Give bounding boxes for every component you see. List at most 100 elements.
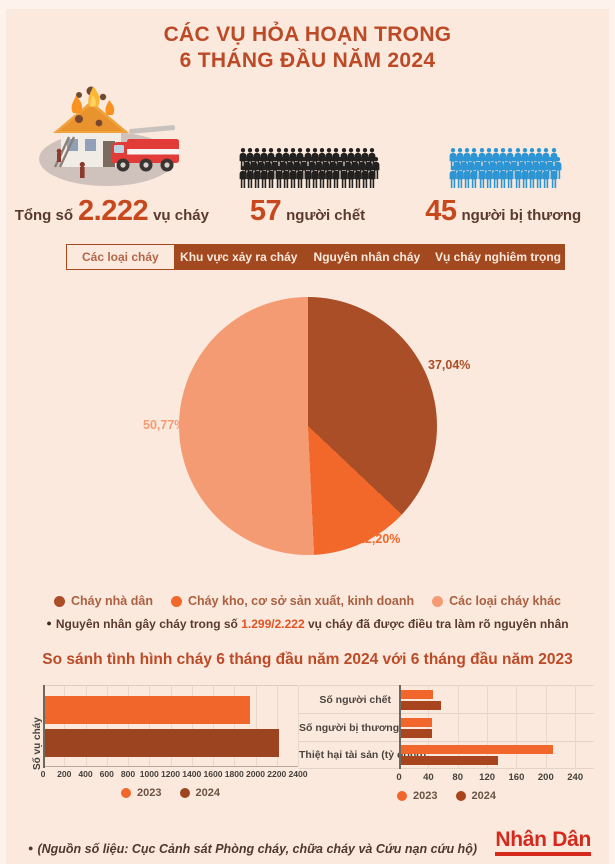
category-label: Số người chết <box>319 693 391 706</box>
gridline <box>487 685 489 769</box>
legend-dot <box>170 595 182 607</box>
axis-tick-label: 1000 <box>139 769 159 779</box>
bar-2024 <box>399 756 499 765</box>
person-icon <box>331 165 341 189</box>
person-icon <box>513 165 523 189</box>
category-label: Số người bị thương <box>299 721 400 734</box>
gridline <box>276 686 278 766</box>
deaths-value: 57 <box>249 195 282 227</box>
person-icon <box>360 165 370 189</box>
person-icon <box>492 166 500 188</box>
chart-legend-item: 2023 <box>397 790 438 802</box>
person-icon <box>505 165 515 189</box>
note-highlight: 1.299/2.222 <box>241 617 305 631</box>
person-icon <box>268 166 275 188</box>
pie-legend-item: Cháy kho, cơ sở sản xuất, kinh doanh <box>170 594 415 608</box>
gridline <box>545 685 547 769</box>
chart-row <box>43 686 298 757</box>
bar-2023 <box>399 717 433 727</box>
legend-label: 2024 <box>195 787 220 799</box>
person-icon <box>304 166 311 188</box>
person-icon <box>310 165 320 189</box>
person-icon <box>274 165 284 189</box>
fires-chart-legend: 2023 2024 <box>43 787 298 799</box>
person-icon <box>347 166 355 188</box>
pie-legend: Cháy nhà dân Cháy kho, cơ sở sản xuất, ki… <box>6 594 609 608</box>
casualty-chart-grid <box>399 685 584 769</box>
axis-tick-label: 2400 <box>288 769 308 779</box>
person-icon <box>470 166 478 188</box>
source-text: (Nguồn số liệu: Cục Cảnh sát Phòng cháy,… <box>37 842 477 856</box>
axis-tick-label: 400 <box>78 769 93 779</box>
title-line-1: CÁC VỤ HỎA HOẠN TRONG <box>163 23 452 46</box>
axis-tick-label: 40 <box>423 772 434 783</box>
person-icon <box>361 166 369 188</box>
legend-dot <box>54 595 65 607</box>
tab-vu-chay-nghiem-trong[interactable]: Vụ cháy nghiêm trọng <box>430 244 565 270</box>
person-icon <box>317 165 327 189</box>
injured-caption: 45 người bị thương <box>425 195 581 228</box>
gridline <box>149 686 151 766</box>
injured-label: người bị thương <box>461 207 582 224</box>
gridline <box>191 686 193 766</box>
nhan-dan-logo: Nhân Dân <box>495 829 591 856</box>
tab-nguyen-nhan-chay[interactable]: Nguyên nhân cháy <box>302 244 431 270</box>
chart-legend-item: 2023 <box>121 787 162 799</box>
person-icon <box>354 166 362 188</box>
legend-label: Cháy nhà dân <box>71 594 153 608</box>
person-icon <box>499 166 507 188</box>
bar-2024 <box>43 729 280 757</box>
person-icon <box>528 166 536 188</box>
tab-khu-vuc-xay-ra-chay[interactable]: Khu vực xảy ra cháy <box>174 244 303 270</box>
axis-tick-label: 1400 <box>182 769 202 779</box>
person-icon <box>521 166 529 188</box>
person-icon <box>541 165 551 189</box>
person-icon <box>275 166 283 188</box>
fires-bar-chart: Số vụ cháy 0 200 400 600 800 1000 1200 1400 1600… <box>28 685 308 802</box>
person-icon <box>311 166 319 188</box>
tab-cac-loai-chay[interactable]: Các loại cháy <box>66 244 175 270</box>
pie-chart <box>179 297 437 555</box>
person-icon <box>463 166 471 188</box>
pictogram-row <box>239 165 376 189</box>
bar-2024 <box>399 700 441 710</box>
person-icon <box>259 165 269 189</box>
person-icon <box>239 166 246 188</box>
axis-tick-label: 200 <box>57 769 72 779</box>
person-icon <box>549 165 559 189</box>
casualty-chart-rows: Số người chết Số người bị thương Thiệt hại… <box>299 685 594 769</box>
pie-label-chay-khac: 50,77% <box>143 418 186 432</box>
person-icon <box>238 165 248 189</box>
chart-legend-item: 2024 <box>455 790 496 802</box>
stat-total-fires: Tổng số 2.222 vụ cháy <box>14 80 210 228</box>
y-axis-line <box>43 685 45 768</box>
comparison-charts: Số vụ cháy 0 200 400 600 800 1000 1200 1400 1600… <box>6 685 609 802</box>
person-icon <box>520 165 530 189</box>
person-icon <box>484 165 494 189</box>
axis-tick-label: 600 <box>99 769 114 779</box>
person-icon <box>295 165 305 189</box>
fires-chart-ylabel: Số vụ cháy <box>32 717 43 770</box>
pie-legend-item: Các loại cháy khác <box>432 594 561 608</box>
legend-dot <box>179 788 190 798</box>
source-note: ● (Nguồn số liệu: Cục Cảnh sát Phòng cháy… <box>28 842 477 856</box>
legend-label: 2023 <box>137 787 162 799</box>
note-prefix: Nguyên nhân gây cháy trong số <box>55 617 242 631</box>
axis-tick-label: 0 <box>40 769 46 779</box>
axis-tick-label: 2200 <box>267 769 287 779</box>
gridline <box>516 685 518 769</box>
person-icon <box>252 165 262 189</box>
bullet-icon: ● <box>28 843 34 853</box>
legend-label: Cháy kho, cơ sở sản xuất, kinh doanh <box>187 594 415 608</box>
person-icon <box>339 165 349 189</box>
person-icon <box>534 165 544 189</box>
stat-injured: 45 người bị thương <box>405 80 601 228</box>
bar-2023 <box>43 696 251 724</box>
person-icon <box>485 166 493 188</box>
bar-2023 <box>399 745 554 754</box>
footer: ● (Nguồn số liệu: Cục Cảnh sát Phòng cháy… <box>6 829 609 856</box>
axis-tick-label: 80 <box>452 772 464 783</box>
bar-group <box>399 714 584 741</box>
legend-dot <box>121 788 132 798</box>
category-label: Thiệt hại tài sản (tỷ đồng) <box>299 749 427 761</box>
